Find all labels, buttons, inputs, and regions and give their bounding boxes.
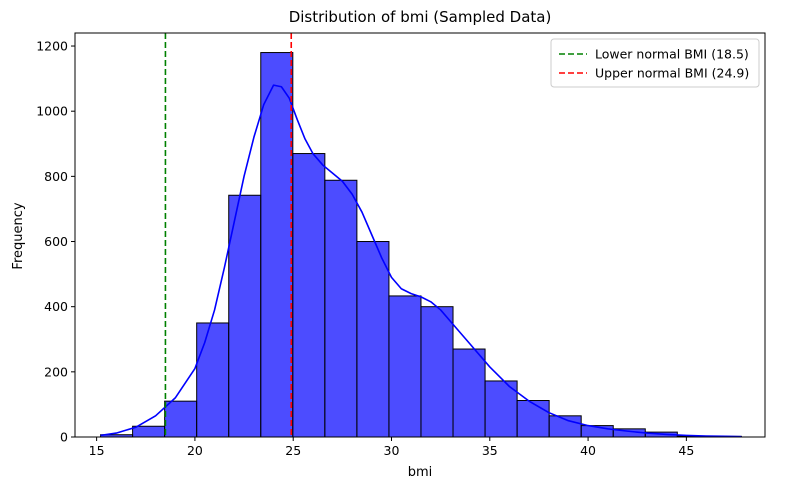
y-tick-label: 200 <box>44 364 68 379</box>
legend: Lower normal BMI (18.5) Upper normal BMI … <box>550 38 760 88</box>
histogram-bar <box>324 179 358 438</box>
histogram-bar <box>132 425 166 438</box>
x-tick-label: 25 <box>285 443 301 458</box>
x-axis-label: bmi <box>408 465 433 480</box>
y-tick-label: 1000 <box>36 104 68 119</box>
kde-curve-group <box>100 84 742 438</box>
x-tick-label: 45 <box>678 443 694 458</box>
histogram-bar <box>388 295 422 438</box>
histogram-bar <box>452 348 486 438</box>
histogram-bars <box>100 52 742 438</box>
reference-lines <box>164 33 293 437</box>
x-tick-label: 30 <box>384 443 400 458</box>
y-axis-label: Frequency <box>11 202 26 269</box>
histogram-bar <box>196 322 230 438</box>
histogram-bar <box>164 400 198 438</box>
x-tick-label: 20 <box>187 443 203 458</box>
y-tick-label: 800 <box>44 169 68 184</box>
x-tick-label: 15 <box>89 443 105 458</box>
legend-label: Lower normal BMI (18.5) <box>595 47 749 62</box>
legend-label: Upper normal BMI (24.9) <box>595 66 749 81</box>
y-axis-ticks: 0 200 400 600 800 1000 1200 <box>36 39 75 445</box>
kde-curve <box>100 84 742 438</box>
x-axis-ticks: 15 20 25 30 35 40 45 <box>89 437 694 458</box>
histogram-bar <box>516 400 550 438</box>
legend-box <box>550 38 760 88</box>
histogram-bar <box>292 153 326 438</box>
x-tick-label: 40 <box>580 443 596 458</box>
y-tick-label: 600 <box>44 234 68 249</box>
axes <box>74 32 766 438</box>
y-tick-label: 1200 <box>36 39 68 54</box>
histogram-bar <box>228 194 262 438</box>
histogram-bar <box>260 52 294 438</box>
plot-frame <box>74 32 766 438</box>
histogram-bar <box>356 241 390 438</box>
y-tick-label: 400 <box>44 299 68 314</box>
chart-title: Distribution of bmi (Sampled Data) <box>289 8 552 26</box>
x-tick-label: 35 <box>482 443 498 458</box>
histogram-bar <box>420 306 454 438</box>
y-tick-label: 0 <box>60 430 68 445</box>
